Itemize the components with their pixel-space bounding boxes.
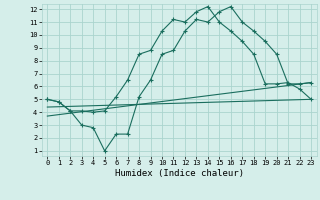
X-axis label: Humidex (Indice chaleur): Humidex (Indice chaleur) [115, 169, 244, 178]
